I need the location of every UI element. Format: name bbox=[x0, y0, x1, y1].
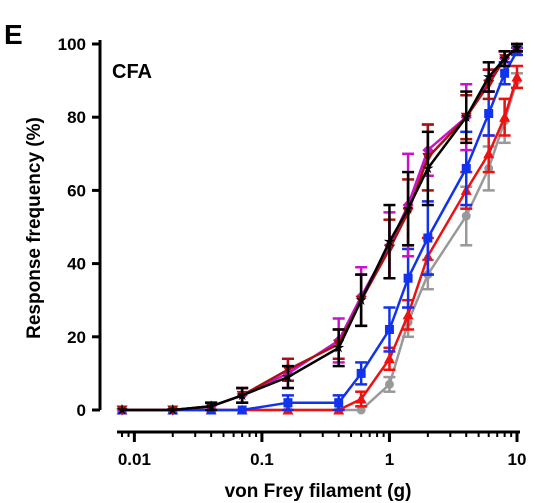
data-point bbox=[461, 211, 471, 221]
panel-label: E bbox=[4, 19, 23, 50]
data-point bbox=[500, 68, 510, 78]
y-axis-label: Response frequency (%) bbox=[24, 117, 45, 339]
data-point bbox=[461, 163, 471, 173]
y-tick-label: 80 bbox=[67, 108, 86, 127]
data-point bbox=[498, 52, 511, 64]
data-point bbox=[355, 393, 367, 404]
x-tick-label: 0.1 bbox=[250, 450, 274, 469]
data-point bbox=[167, 404, 179, 415]
y-tick-label: 40 bbox=[67, 255, 86, 274]
ticks: 0 20 40 60 80 100 0.01 0.1 1 10 bbox=[58, 35, 527, 469]
data-point bbox=[356, 405, 366, 415]
x-tick-label: 0.01 bbox=[118, 450, 151, 469]
data-point bbox=[283, 398, 293, 408]
data-point bbox=[356, 368, 366, 378]
data-point bbox=[403, 273, 413, 283]
data-point bbox=[511, 41, 523, 53]
data-point bbox=[383, 353, 395, 364]
y-tick-label: 100 bbox=[58, 35, 86, 54]
data-point bbox=[402, 309, 414, 320]
data-point bbox=[333, 341, 345, 353]
data-point bbox=[422, 162, 434, 174]
series bbox=[116, 41, 523, 415]
y-tick-label: 60 bbox=[67, 181, 86, 200]
data-point bbox=[282, 371, 294, 382]
data-point bbox=[116, 404, 128, 415]
y-tick-label: 0 bbox=[77, 401, 86, 420]
data-point bbox=[423, 233, 433, 243]
plot-area bbox=[116, 41, 523, 416]
data-point bbox=[384, 379, 394, 389]
data-point bbox=[383, 235, 396, 247]
data-point bbox=[237, 405, 247, 415]
data-point bbox=[483, 148, 495, 159]
data-point bbox=[402, 202, 414, 214]
data-point bbox=[205, 400, 217, 412]
data-point bbox=[334, 398, 344, 408]
data-point bbox=[484, 109, 494, 119]
data-point bbox=[355, 294, 367, 306]
y-tick-label: 20 bbox=[67, 328, 86, 347]
data-point bbox=[511, 71, 523, 82]
chart-annotation: CFA bbox=[112, 61, 152, 83]
axes bbox=[98, 40, 520, 434]
data-point bbox=[460, 111, 472, 123]
data-point bbox=[384, 324, 394, 334]
x-tick-label: 1 bbox=[385, 450, 394, 469]
data-point bbox=[499, 111, 511, 122]
data-point bbox=[236, 389, 248, 401]
series-line bbox=[122, 46, 518, 412]
x-axis-label: von Frey filament (g) bbox=[225, 481, 412, 502]
data-point bbox=[483, 70, 495, 82]
x-tick-label: 10 bbox=[508, 450, 527, 469]
